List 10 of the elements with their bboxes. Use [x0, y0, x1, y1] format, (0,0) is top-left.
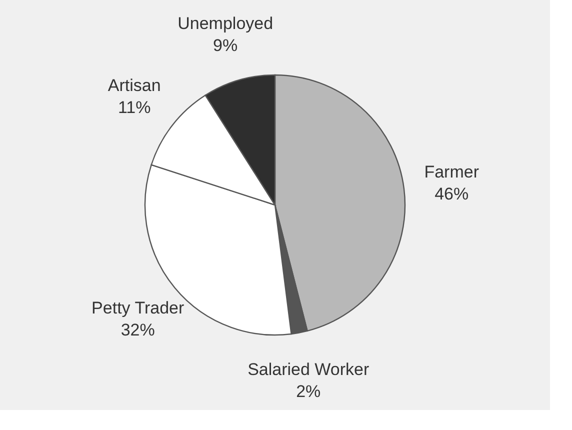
- slice-label: Unemployed: [178, 14, 274, 34]
- slice-label: Petty Trader: [92, 298, 184, 318]
- data-label: 11%: [118, 98, 151, 117]
- slice-label: Artisan: [108, 76, 161, 95]
- data-label: 2%: [296, 382, 321, 401]
- data-label: 9%: [213, 36, 238, 56]
- data-label: 32%: [120, 320, 155, 340]
- data-label: 46%: [434, 184, 469, 204]
- slice-label: Salaried Worker: [248, 360, 370, 379]
- slice-label: Farmer: [424, 162, 480, 182]
